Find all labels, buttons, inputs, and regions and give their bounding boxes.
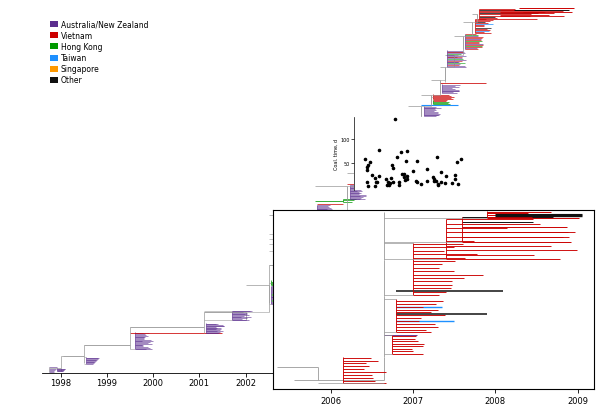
Point <box>456 156 466 163</box>
Point <box>429 178 439 185</box>
Point <box>400 172 409 178</box>
Point <box>400 174 409 181</box>
Point <box>365 160 375 166</box>
Legend: Australia/New Zealand, Vietnam, Hong Kong, Taiwan, Singapore, Other: Australia/New Zealand, Vietnam, Hong Kon… <box>49 19 150 87</box>
Point <box>388 165 398 172</box>
Point <box>388 180 398 186</box>
Point <box>390 117 400 123</box>
Point <box>368 172 377 179</box>
Point <box>394 183 403 189</box>
Point <box>448 180 457 187</box>
Point <box>370 175 380 182</box>
Point <box>401 177 410 183</box>
Point <box>371 179 380 186</box>
Point <box>433 155 442 161</box>
Point <box>362 167 371 173</box>
Point <box>422 166 431 173</box>
Point <box>362 179 372 186</box>
Point <box>408 168 418 175</box>
Point <box>440 181 450 187</box>
Point <box>401 159 410 165</box>
Point <box>433 183 443 189</box>
Point <box>429 177 439 183</box>
Point <box>397 171 407 177</box>
Point <box>436 179 446 185</box>
Point <box>383 179 393 186</box>
Point <box>450 177 460 183</box>
Point <box>363 162 373 168</box>
Point <box>370 183 380 190</box>
Point <box>383 183 392 189</box>
Point <box>385 180 395 187</box>
Point <box>403 177 412 183</box>
Point <box>364 183 373 190</box>
Point <box>416 182 426 188</box>
Point <box>374 147 384 153</box>
Point <box>453 181 463 188</box>
Point <box>450 173 460 179</box>
Point <box>402 173 412 180</box>
Point <box>387 163 397 169</box>
Point <box>372 179 382 186</box>
Point <box>362 164 371 171</box>
Point <box>394 179 404 186</box>
Point <box>412 179 421 185</box>
Point <box>374 173 383 179</box>
Point <box>442 174 451 180</box>
Point <box>412 179 422 185</box>
Point <box>433 181 443 188</box>
Point <box>386 175 396 182</box>
Point <box>381 176 391 182</box>
Point <box>396 149 406 156</box>
Point <box>392 154 402 160</box>
Point <box>428 175 438 181</box>
Point <box>437 169 446 176</box>
Y-axis label: Coal. time, d: Coal. time, d <box>334 139 339 169</box>
Point <box>385 182 394 188</box>
Point <box>452 159 461 166</box>
Point <box>402 148 412 155</box>
Point <box>361 156 370 162</box>
Point <box>422 179 431 185</box>
Point <box>431 179 440 185</box>
Point <box>412 159 422 165</box>
